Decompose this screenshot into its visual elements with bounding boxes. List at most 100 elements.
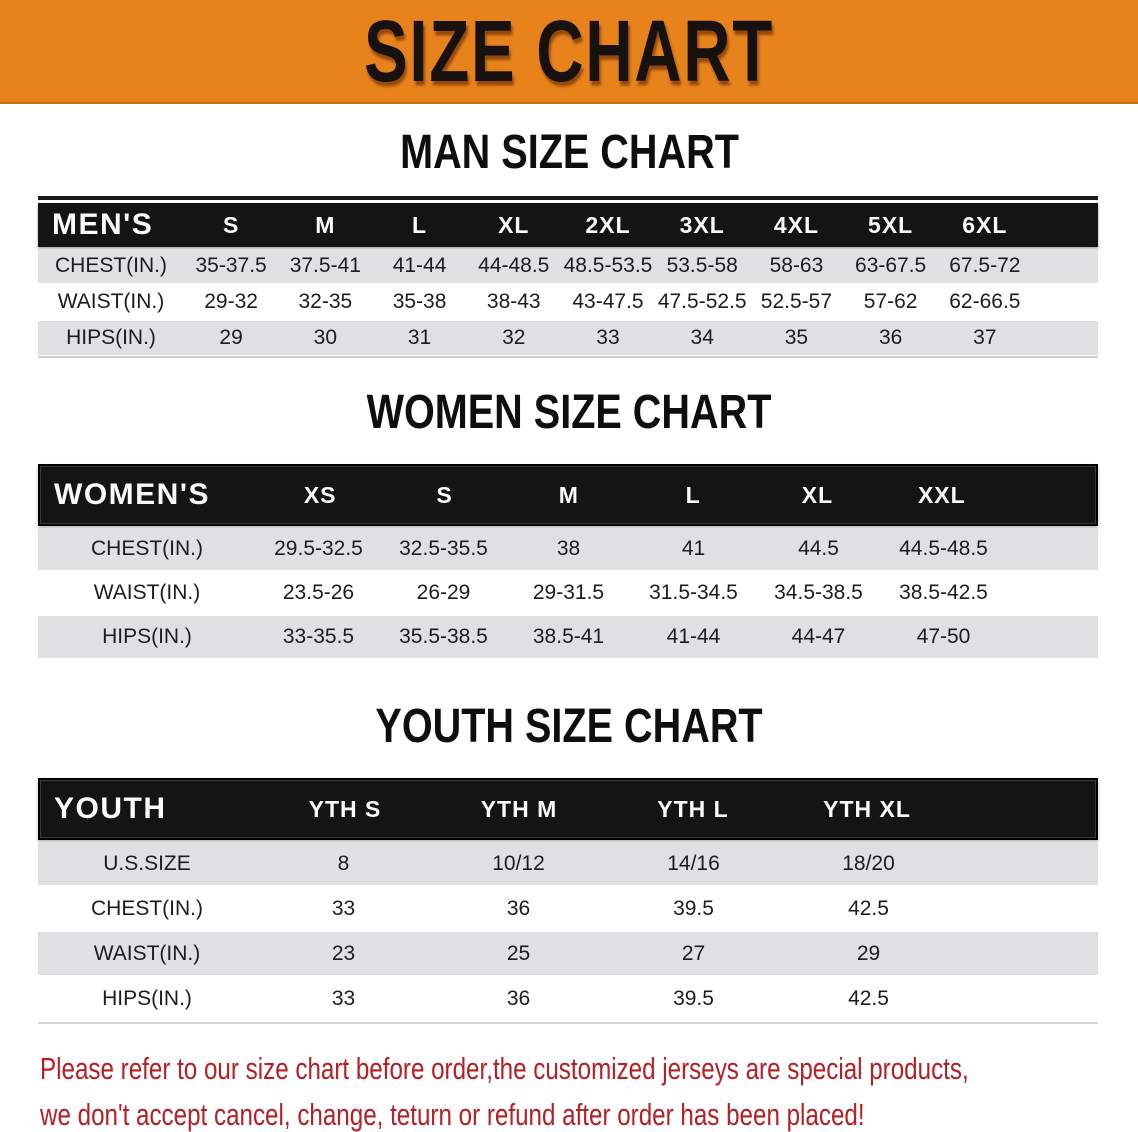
row-label: CHEST(IN.)	[91, 896, 203, 920]
section-men: MAN SIZE CHART MEN'S S M L XL 2XL 3XL 4XL 5XL 6XL…	[0, 123, 1138, 358]
size-value-cell: 33	[331, 986, 356, 1010]
size-value-cell: 67.5-72	[949, 254, 1021, 277]
size-value-cell: 41-44	[392, 254, 447, 277]
column-header: L	[685, 481, 701, 508]
size-value-cell: 38.5-42.5	[899, 581, 988, 604]
size-value-cell: 34.5-38.5	[774, 581, 863, 604]
size-value-cell: 39.5	[673, 896, 714, 920]
size-value-cell: 36	[506, 986, 531, 1010]
size-value-cell: 42.5	[848, 896, 889, 920]
column-header: XL	[801, 481, 834, 508]
size-value-cell: 29	[219, 326, 243, 349]
column-header: M	[315, 211, 336, 238]
size-value-cell: 37	[973, 326, 997, 349]
size-value-cell: 44.5-48.5	[899, 537, 988, 560]
size-value-cell: 39.5	[673, 986, 714, 1010]
size-value-cell: 33	[331, 896, 356, 920]
size-value-cell: 41	[681, 537, 706, 560]
size-value-cell: 8	[337, 851, 350, 875]
size-value-cell: 38	[556, 537, 581, 560]
table-row: CHEST(IN.) 35-37.5 37.5-41 41-44 44-48.5 48.5…	[38, 249, 1098, 283]
table-header-row: WOMEN'S XS S M L XL XXL	[38, 464, 1098, 526]
size-value-cell: 30	[313, 326, 337, 349]
table-header-row: YOUTH YTH S YTH M YTH L YTH XL	[38, 778, 1098, 840]
row-label: WAIST(IN.)	[57, 290, 165, 313]
column-header: YTH XL	[823, 795, 911, 822]
column-header: YTH M	[480, 795, 558, 822]
column-header: 4XL	[773, 211, 820, 238]
section-youth: YOUTH SIZE CHART YOUTH YTH S YTH M YTH L YTH…	[0, 697, 1138, 1024]
size-value-cell: 23	[331, 941, 356, 965]
row-label: HIPS(IN.)	[102, 625, 192, 648]
size-value-cell: 35	[784, 326, 809, 349]
size-value-cell: 44-47	[791, 625, 846, 648]
size-value-cell: 44-48.5	[478, 254, 550, 277]
size-value-cell: 35.5-38.5	[399, 625, 488, 648]
size-value-cell: 53.5-58	[666, 254, 738, 277]
column-header: YTH S	[308, 795, 382, 822]
column-header: S	[436, 481, 453, 508]
women-size-table: WOMEN'S XS S M L XL XXL CHEST(IN.) 29.5-32.5 32.5…	[38, 464, 1098, 658]
table-row: U.S.SIZE 8 10/12 14/16 18/20	[38, 842, 1098, 885]
column-header: L	[412, 211, 428, 238]
youth-section-heading: YOUTH SIZE CHART	[375, 697, 763, 753]
size-value-cell: 32.5-35.5	[399, 537, 488, 560]
table-row: WAIST(IN.) 23 25 27 29	[38, 932, 1098, 975]
column-header: 6XL	[962, 211, 1008, 238]
table-row: WAIST(IN.) 29-32 32-35 35-38 38-43 43-47.5 47.…	[38, 285, 1098, 319]
size-value-cell: 42.5	[848, 986, 889, 1010]
size-value-cell: 29-31.5	[532, 581, 605, 604]
note-line-1: Please refer to our size chart before or…	[40, 1051, 969, 1086]
size-value-cell: 10/12	[492, 851, 545, 875]
men-section-heading: MAN SIZE CHART	[399, 123, 739, 179]
column-header: 3XL	[679, 211, 725, 238]
table-row: HIPS(IN.) 33 36 39.5 42.5	[38, 977, 1098, 1020]
size-value-cell: 62-66.5	[949, 290, 1021, 313]
size-value-cell: 36	[878, 326, 903, 349]
size-value-cell: 34	[690, 326, 714, 349]
size-value-cell: 35-38	[392, 290, 447, 313]
size-value-cell: 57-62	[863, 290, 918, 313]
table-row: CHEST(IN.) 29.5-32.5 32.5-35.5 38 41 44.5 44.5…	[38, 528, 1098, 570]
row-label: U.S.SIZE	[103, 851, 191, 875]
size-value-cell: 31	[407, 326, 432, 349]
banner: SIZE CHART	[0, 0, 1138, 104]
size-value-cell: 32	[502, 326, 526, 349]
column-header: 2XL	[585, 211, 631, 238]
column-header: M	[558, 481, 579, 508]
size-value-cell: 37.5-41	[289, 254, 361, 277]
size-value-cell: 35-37.5	[195, 254, 267, 277]
table-row: WAIST(IN.) 23.5-26 26-29 29-31.5 31.5-34.5 34…	[38, 572, 1098, 614]
size-value-cell: 58-63	[769, 254, 824, 277]
women-section-heading: WOMEN SIZE CHART	[366, 383, 772, 439]
youth-size-table: YOUTH YTH S YTH M YTH L YTH XL U.S.SIZE 8 10/12…	[38, 778, 1098, 1024]
table-header-label: WOMEN'S	[54, 478, 210, 511]
size-value-cell: 23.5-26	[282, 581, 355, 604]
size-value-cell: 38-43	[486, 290, 541, 313]
row-label: HIPS(IN.)	[66, 326, 156, 349]
note-line-2: we don't accept cancel, change, teturn o…	[40, 1097, 865, 1132]
size-value-cell: 41-44	[666, 625, 721, 648]
table-header-label: MEN'S	[52, 208, 154, 241]
size-value-cell: 29-32	[204, 290, 258, 313]
row-label: CHEST(IN.)	[91, 537, 203, 560]
footer-note: Please refer to our size chart before or…	[40, 1046, 1138, 1132]
size-value-cell: 33-35.5	[282, 625, 355, 648]
size-value-cell: 47.5-52.5	[657, 290, 747, 313]
size-value-cell: 25	[506, 941, 531, 965]
row-label: WAIST(IN.)	[93, 581, 201, 604]
size-value-cell: 44.5	[798, 537, 839, 560]
size-value-cell: 52.5-57	[760, 290, 833, 313]
size-value-cell: 31.5-34.5	[649, 581, 738, 604]
size-value-cell: 27	[681, 941, 706, 965]
page-title: SIZE CHART	[364, 1, 774, 100]
size-value-cell: 48.5-53.5	[563, 254, 653, 277]
row-label: WAIST(IN.)	[93, 941, 201, 965]
size-value-cell: 33	[596, 326, 620, 349]
size-value-cell: 32-35	[298, 290, 353, 313]
size-value-cell: 18/20	[842, 851, 895, 875]
column-header: XS	[303, 481, 337, 508]
size-value-cell: 14/16	[667, 851, 720, 875]
table-row: CHEST(IN.) 33 36 39.5 42.5	[38, 887, 1098, 930]
